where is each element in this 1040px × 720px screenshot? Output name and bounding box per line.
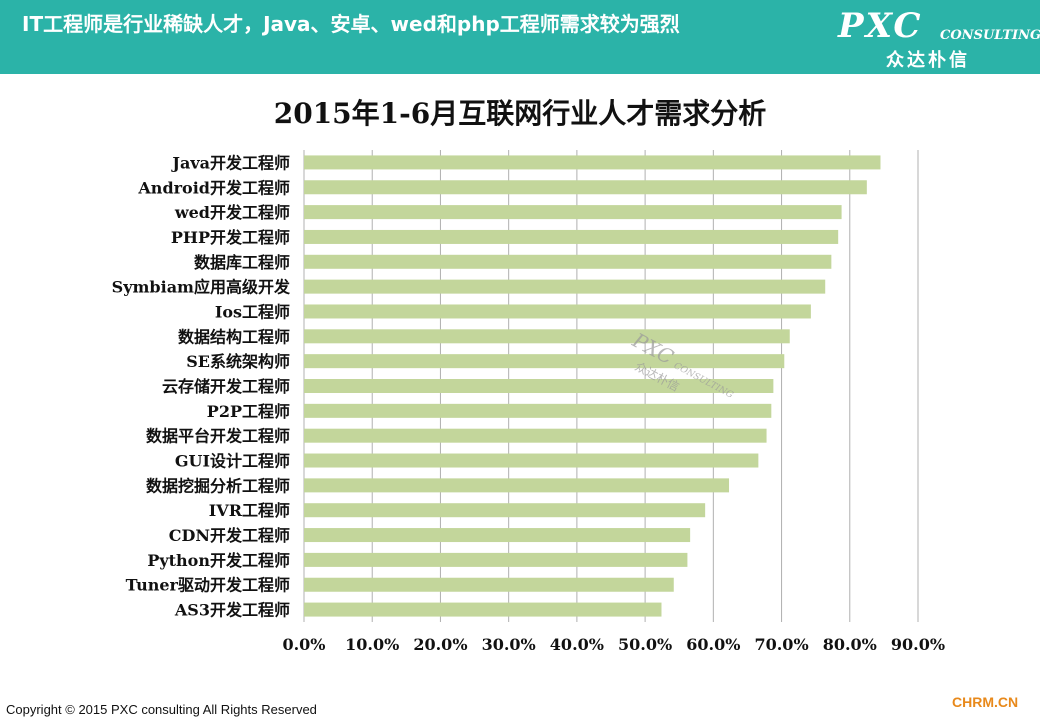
category-label: IVR工程师 [209,501,290,520]
bar [304,155,881,170]
pxc-logo: PXC CONSULTING 众达朴信 [838,6,1040,72]
bar [304,528,691,543]
x-tick-label: 50.0% [618,635,672,654]
bar [304,180,867,195]
logo-chinese-name: 众达朴信 [886,50,970,71]
x-tick-labels: 0.0% 10.0% 20.0% 30.0% 40.0% 50.0% 60.0% 70.0% 8… [282,635,945,654]
x-tick-label: 80.0% [823,635,877,654]
slide-title: IT工程师是行业稀缺人才，Java、安卓、wed和php工程师需求较为强烈 [22,12,680,36]
logo-subtext: CONSULTING [940,28,1040,43]
bar [304,602,662,617]
x-tick-label: 20.0% [413,635,467,654]
bar [304,577,674,592]
category-label: Tuner驱动开发工程师 [126,576,290,595]
bar [304,205,842,220]
category-label: Symbiam应用高级开发 [112,278,291,297]
category-label: GUI设计工程师 [175,452,290,471]
bar [304,229,839,244]
chart-title: 2015年1-6月互联网行业人才需求分析 [273,97,767,130]
category-label: Android开发工程师 [137,178,290,197]
category-label: Ios工程师 [215,302,290,321]
bar [304,279,826,294]
category-label: Python开发工程师 [147,551,290,570]
category-label: 数据结构工程师 [178,327,290,346]
category-label: PHP开发工程师 [171,228,290,247]
header-bar: IT工程师是行业稀缺人才，Java、安卓、wed和php工程师需求较为强烈 PX… [0,0,1040,74]
bar [304,304,811,319]
category-label: P2P工程师 [207,402,290,421]
bar [304,354,785,369]
category-label: 数据平台开发工程师 [146,427,290,446]
bar [304,453,759,468]
x-tick-label: 40.0% [550,635,604,654]
x-tick-label: 90.0% [891,635,945,654]
category-label: SE系统架构师 [186,352,290,371]
bar [304,254,832,269]
category-label: CDN开发工程师 [169,526,290,545]
x-tick-label: 10.0% [345,635,399,654]
category-label: AS3开发工程师 [174,601,290,620]
category-label: 数据库工程师 [194,253,290,272]
x-tick-label: 60.0% [686,635,740,654]
bar [304,329,790,344]
x-tick-label: 30.0% [482,635,536,654]
bar [304,503,706,518]
category-label: 云存储开发工程师 [162,377,290,396]
x-tick-label: 0.0% [282,635,325,654]
bars [304,155,881,617]
bar [304,379,774,393]
bar [304,552,688,567]
copyright-text: Copyright © 2015 PXC consulting All Righ… [6,702,317,717]
bar-chart: Java开发工程师 Android开发工程师 wed开发工程师 PHP开发工程师数据库… [112,150,945,654]
category-label: Java开发工程师 [170,153,290,172]
category-labels: Java开发工程师 Android开发工程师 wed开发工程师 PHP开发工程师数据库… [112,153,291,619]
bar [304,428,767,443]
category-label: wed开发工程师 [174,203,290,222]
bar [304,403,772,418]
x-tick-label: 70.0% [754,635,808,654]
logo-text: PXC [838,6,923,46]
bar [304,478,730,493]
brand-link[interactable]: CHRM.CN [952,694,1019,710]
category-label: 数据挖掘分析工程师 [146,476,290,495]
